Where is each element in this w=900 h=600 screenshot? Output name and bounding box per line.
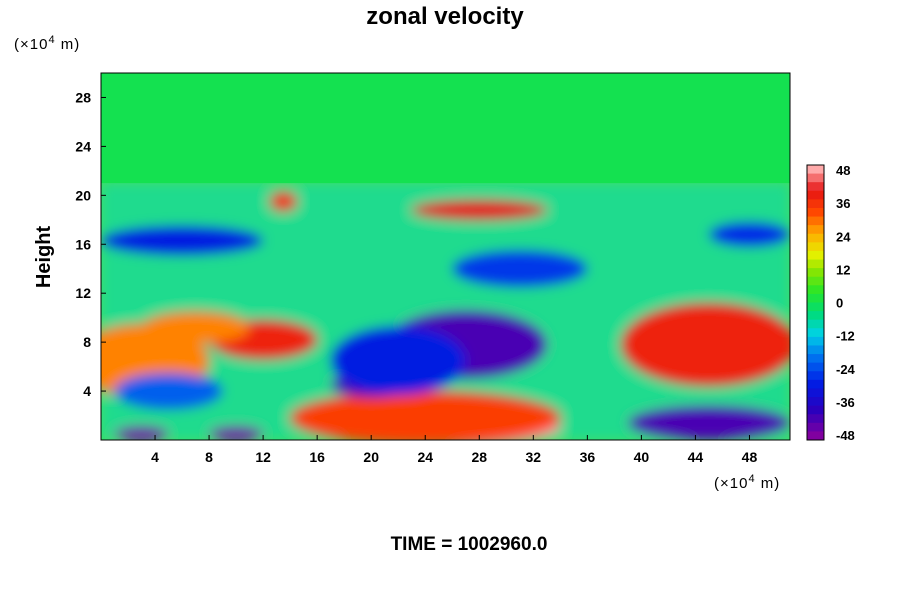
field-feature [411,200,547,220]
x-unit-exponent: 4 [748,473,755,485]
colorbar-segment [807,422,824,432]
x-tick-label: 36 [580,449,596,465]
y-tick-label: 28 [75,89,91,105]
colorbar-segment [807,388,824,398]
colorbar-segment [807,285,824,295]
colorbar-segment [807,182,824,192]
colorbar-segment [807,414,824,424]
x-tick-label: 20 [363,449,379,465]
field-feature [269,191,297,212]
colorbar-segment [807,371,824,381]
x-tick-label: 28 [471,449,487,465]
field-feature [708,222,790,247]
y-unit-prefix: (×10 [14,36,48,53]
colorbar-tick-label: 24 [836,229,851,244]
field-feature [114,372,223,410]
colorbar-segment [807,379,824,389]
x-axis-unit: (×104 m) [714,473,780,492]
colorbar-segment [807,319,824,329]
colorbar-ticks: 48 36 24 12 0 -12 -24 -36 -48 [836,163,856,443]
field-feature [452,250,588,288]
colorbar-segment [807,328,824,338]
colorbar-segment [807,336,824,346]
field-feature [627,405,790,440]
x-unit-suffix: m) [756,475,781,492]
x-unit-prefix: (×10 [714,475,748,492]
colorbar-segment [807,354,824,364]
colorbar-tick-label: 48 [836,163,850,178]
y-unit-suffix: m) [56,36,81,53]
time-label: TIME = 1002960.0 [391,534,548,555]
heatmap-field [101,73,790,440]
x-tick-label: 48 [742,449,758,465]
colorbar-tick-label: -48 [836,428,855,443]
field-feature [209,426,264,440]
colorbar-segment [807,225,824,235]
colorbar-tick-label: -24 [836,362,856,377]
colorbar-segment [807,405,824,415]
colorbar-segment [807,302,824,312]
colorbar-tick-label: 12 [836,262,850,277]
colorbar-tick-label: 36 [836,196,850,211]
colorbar-segment [807,216,824,226]
y-axis-unit: (×104 m) [14,34,80,53]
field-feature [114,426,169,440]
y-tick-label: 16 [75,236,91,252]
x-tick-label: 24 [417,449,433,465]
colorbar-segment [807,199,824,209]
colorbar-segment [807,431,824,441]
colorbar-segment [807,345,824,355]
colorbar-segment [807,165,824,175]
y-axis-label: Height [33,226,55,289]
field-feature [621,302,790,387]
colorbar-segment [807,207,824,218]
colorbar-segment [807,242,824,252]
colorbar-tick-label: -12 [836,329,855,344]
field-feature [330,326,466,395]
field-feature [290,391,561,440]
y-unit-exponent: 4 [48,34,55,46]
colorbar [806,164,825,441]
colorbar-segment [807,397,824,407]
plot-frame [100,72,791,441]
y-axis-ticks: 4 8 12 16 20 24 28 [75,89,106,399]
colorbar-segment [807,276,824,286]
x-tick-label: 12 [255,449,271,465]
colorbar-segment [807,190,824,200]
field-feature [141,311,250,344]
x-tick-label: 4 [151,449,159,465]
colorbar-tick-label: -36 [836,395,855,410]
colorbar-segment [807,233,824,243]
y-tick-label: 4 [83,383,91,399]
colorbar-segment [807,259,824,269]
chart-title: zonal velocity [366,3,524,30]
x-tick-label: 8 [205,449,213,465]
colorbar-frame [806,164,825,441]
colorbar-segment [807,173,824,183]
colorbar-segment [807,293,824,303]
field-upper-layer [101,73,790,184]
x-tick-label: 40 [634,449,650,465]
x-tick-label: 32 [526,449,542,465]
colorbar-tick-label: 0 [836,296,843,311]
colorbar-segment [807,268,824,278]
colorbar-segment [807,311,824,321]
y-tick-label: 20 [75,187,91,203]
y-tick-label: 12 [75,285,91,301]
colorbar-segment [807,362,824,372]
y-tick-label: 24 [75,138,91,154]
colorbar-segment [807,250,824,261]
x-tick-label: 16 [309,449,325,465]
y-tick-label: 8 [83,334,91,350]
x-axis-ticks: 4 8 12 16 20 24 28 32 36 40 44 48 [151,435,757,465]
x-tick-label: 44 [688,449,704,465]
field-feature [101,225,264,256]
